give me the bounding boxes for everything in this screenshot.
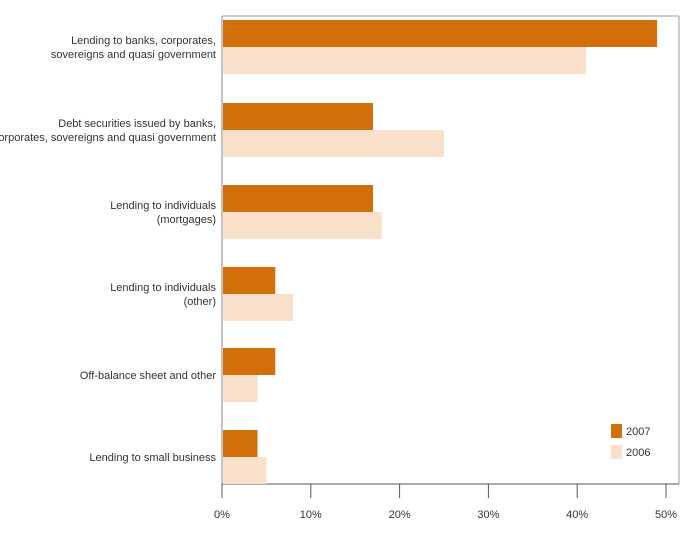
legend-swatch-2007: [611, 424, 622, 438]
category-label-line: Off-balance sheet and other: [80, 370, 217, 382]
category-label-line: sovereigns and quasi government: [51, 49, 216, 61]
category-label: Lending to individuals (other): [110, 282, 216, 308]
category-label: Lending to individuals (mortgages): [110, 200, 216, 226]
legend-label-2006: 2006: [626, 447, 650, 459]
category-label: Off-balance sheet and other: [80, 370, 217, 382]
bar-2006-3: [223, 212, 382, 239]
category-label-line: Debt securities issued by banks,: [58, 118, 216, 130]
bar-2006-2: [223, 130, 444, 157]
x-tick-label: 0%: [214, 509, 230, 521]
legend-label-2007: 2007: [626, 426, 650, 438]
x-tick-label: 40%: [566, 509, 588, 521]
category-label-line: (other): [184, 296, 216, 308]
bar-2007-3: [223, 185, 373, 212]
bars: [223, 20, 658, 484]
category-label: Debt securities issued by banks, corporat…: [0, 118, 216, 144]
category-label-line: Lending to small business: [89, 452, 216, 464]
legend: 2007 2006: [611, 424, 650, 459]
category-label: Lending to banks, corporates, sovereigns …: [51, 35, 216, 61]
legend-swatch-2006: [611, 445, 622, 459]
bar-2006-1: [223, 47, 587, 74]
bar-2007-6: [223, 430, 258, 457]
category-label: Lending to small business: [89, 452, 216, 464]
category-label-line: Lending to banks, corporates,: [71, 35, 216, 47]
category-labels: Lending to banks, corporates, sovereigns …: [0, 35, 216, 464]
category-label-line: Lending to individuals: [110, 200, 216, 212]
bar-2007-1: [223, 20, 658, 47]
category-label-line: corporates, sovereigns and quasi governm…: [0, 132, 216, 144]
category-label-line: (mortgages): [157, 214, 216, 226]
x-tick-label: 50%: [655, 509, 677, 521]
bar-2006-5: [223, 375, 258, 402]
x-axis: 0% 10% 20% 30% 40% 50%: [214, 484, 677, 521]
x-tick-label: 30%: [477, 509, 499, 521]
plot-frame: [221, 15, 680, 485]
bar-2007-4: [223, 267, 276, 294]
x-tick-label: 10%: [300, 509, 322, 521]
bar-2007-5: [223, 348, 276, 375]
x-tick-label: 20%: [389, 509, 411, 521]
category-label-line: Lending to individuals: [110, 282, 216, 294]
bar-2007-2: [223, 103, 373, 130]
bar-2006-6: [223, 457, 267, 484]
bar-2006-4: [223, 294, 294, 321]
